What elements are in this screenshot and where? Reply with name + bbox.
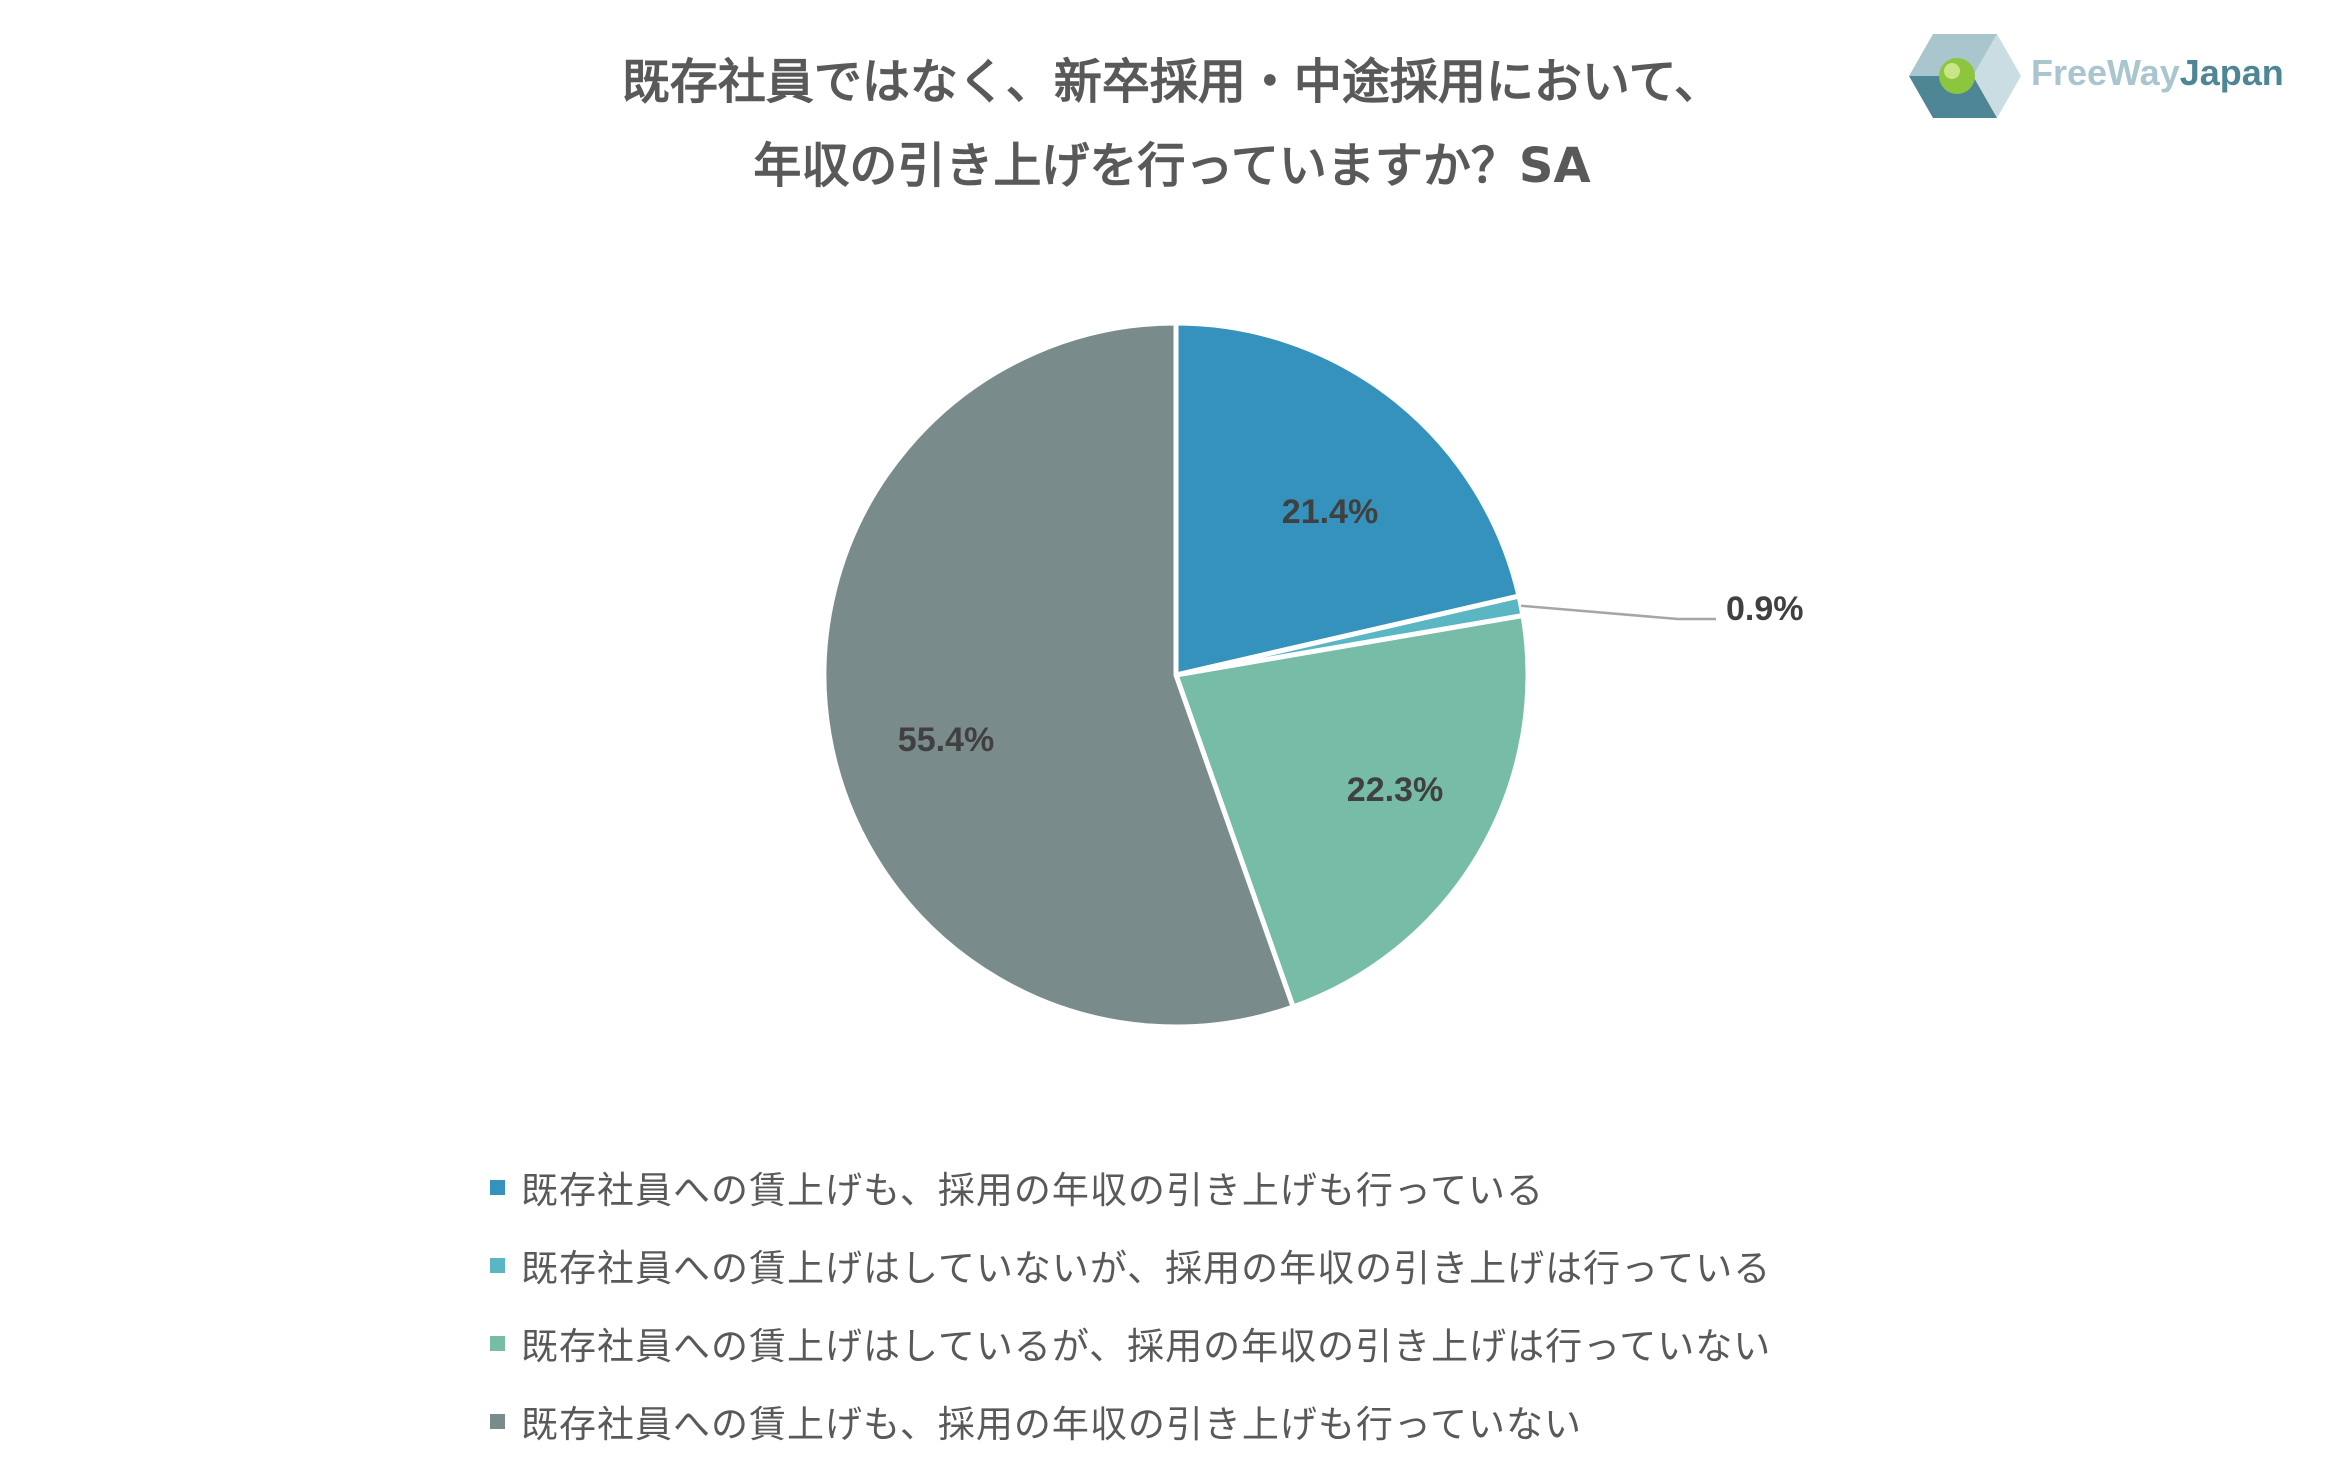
logo-text-freeway: FreeWay bbox=[2031, 52, 2180, 93]
pie-slice-4 bbox=[821, 320, 1296, 1030]
pie-leader-lines bbox=[1520, 604, 1716, 621]
pie-slice-3 bbox=[1173, 613, 1531, 1010]
pie-slices bbox=[821, 320, 1531, 1030]
chart-title-line-2: 年収の引き上げを行っていますか？SA bbox=[753, 138, 1591, 194]
data-label-slice-3: 22.3% bbox=[1347, 771, 1443, 809]
chart-legend: 既存社員への賃上げも、採用の年収の引き上げも行っている既存社員への賃上げはしてい… bbox=[490, 1148, 2090, 1460]
legend-label: 既存社員への賃上げも、採用の年収の引き上げも行っていない bbox=[521, 1403, 1583, 1446]
freewayjapan-logo: FreeWayJapan bbox=[1905, 28, 2285, 124]
legend-item-1: 既存社員への賃上げも、採用の年収の引き上げも行っている bbox=[490, 1148, 2090, 1226]
legend-swatch-icon bbox=[490, 1179, 505, 1195]
legend-swatch-icon bbox=[490, 1335, 505, 1351]
legend-swatch-icon bbox=[490, 1257, 505, 1273]
chart-title-line-1: 既存社員ではなく、新卒採用・中途採用において、 bbox=[621, 54, 1723, 110]
data-label-slice-1: 21.4% bbox=[1282, 493, 1378, 531]
logo-text-japan: Japan bbox=[2179, 52, 2284, 93]
data-label-slice-2: 0.9% bbox=[1726, 590, 1804, 628]
pie-slice-1 bbox=[1173, 320, 1522, 678]
legend-swatch-icon bbox=[490, 1413, 505, 1429]
legend-label: 既存社員への賃上げはしているが、採用の年収の引き上げは行っていない bbox=[521, 1325, 1772, 1368]
legend-item-4: 既存社員への賃上げも、採用の年収の引き上げも行っていない bbox=[490, 1382, 2090, 1460]
data-label-slice-4: 55.4% bbox=[898, 721, 994, 759]
logo-mark-icon bbox=[1909, 34, 2021, 118]
legend-label: 既存社員への賃上げも、採用の年収の引き上げも行っている bbox=[521, 1169, 1545, 1212]
pie-data-labels: 21.4% 0.9% 22.3% 55.4% bbox=[898, 493, 1804, 809]
legend-item-2: 既存社員への賃上げはしていないが、採用の年収の引き上げは行っている bbox=[490, 1226, 2090, 1304]
legend-item-3: 既存社員への賃上げはしているが、採用の年収の引き上げは行っていない bbox=[490, 1304, 2090, 1382]
leader-line-slice-2 bbox=[1520, 604, 1716, 621]
logo-wordmark: FreeWayJapan bbox=[2031, 52, 2284, 94]
legend-label: 既存社員への賃上げはしていないが、採用の年収の引き上げは行っている bbox=[521, 1247, 1772, 1290]
chart-title: 既存社員ではなく、新卒採用・中途採用において、 年収の引き上げを行っていますか？… bbox=[0, 40, 2344, 208]
